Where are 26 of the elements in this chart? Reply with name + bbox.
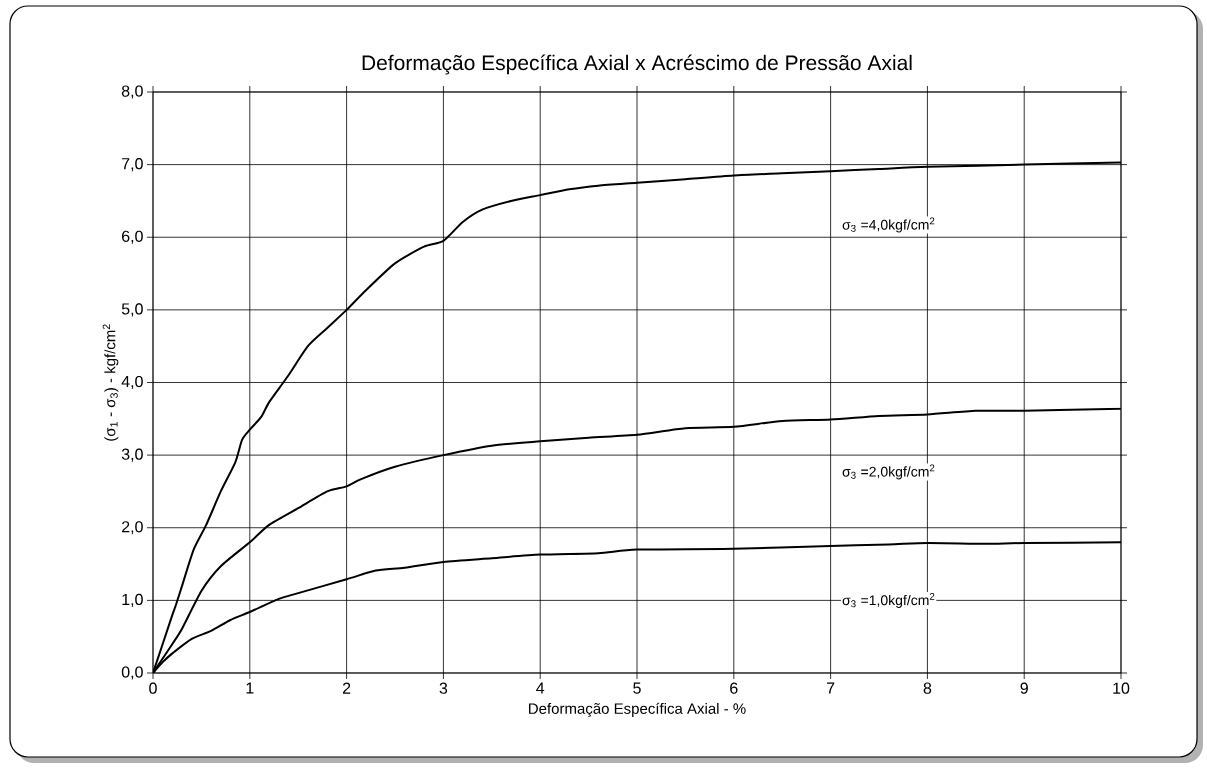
y-tick-label: 4,0 <box>121 375 143 390</box>
y-tick-label: 8,0 <box>121 85 143 99</box>
y-tick-label: 5,0 <box>121 303 143 317</box>
y-tick-label: 1,0 <box>122 593 143 607</box>
y-tick-label: 2,0 <box>122 521 143 535</box>
x-tick-label: 8 <box>923 682 932 694</box>
x-tick-label: 9 <box>1020 682 1028 694</box>
x-tick-label: 0 <box>149 682 157 694</box>
x-tick-label: 7 <box>826 682 835 694</box>
chart-title: Deformação Específica Axial x Acréscimo de Pressão Axial <box>362 54 912 75</box>
x-tick-label: 10 <box>1113 682 1130 694</box>
x-tick-label: 1 <box>246 682 254 694</box>
x-tick-label: 5 <box>633 682 641 694</box>
y-tick-label: 7,0 <box>122 158 143 172</box>
x-axis-title: Deformação Específica Axial - % <box>529 702 746 717</box>
x-tick-label: 3 <box>439 682 448 694</box>
y-tick-label: 6,0 <box>122 230 143 244</box>
y-tick-label: 3,0 <box>121 448 143 462</box>
annotation: σ$_{3}$ =1,0kgf/cm$^{2}$ <box>842 592 935 608</box>
x-tick-label: 2 <box>342 682 351 694</box>
x-tick-label: 6 <box>730 682 738 694</box>
annotation: σ$_{3}$ =2,0kgf/cm$^{2}$ <box>842 464 935 480</box>
y-axis-title: (σ$_{1}$ - σ$_{3}$) - kgf/cm$^{2}$ <box>102 324 119 441</box>
x-tick-label: 4 <box>536 682 545 694</box>
y-tick-label: 0,0 <box>121 666 143 680</box>
annotation: σ$_{3}$ =4,0kgf/cm$^{2}$ <box>842 217 935 233</box>
